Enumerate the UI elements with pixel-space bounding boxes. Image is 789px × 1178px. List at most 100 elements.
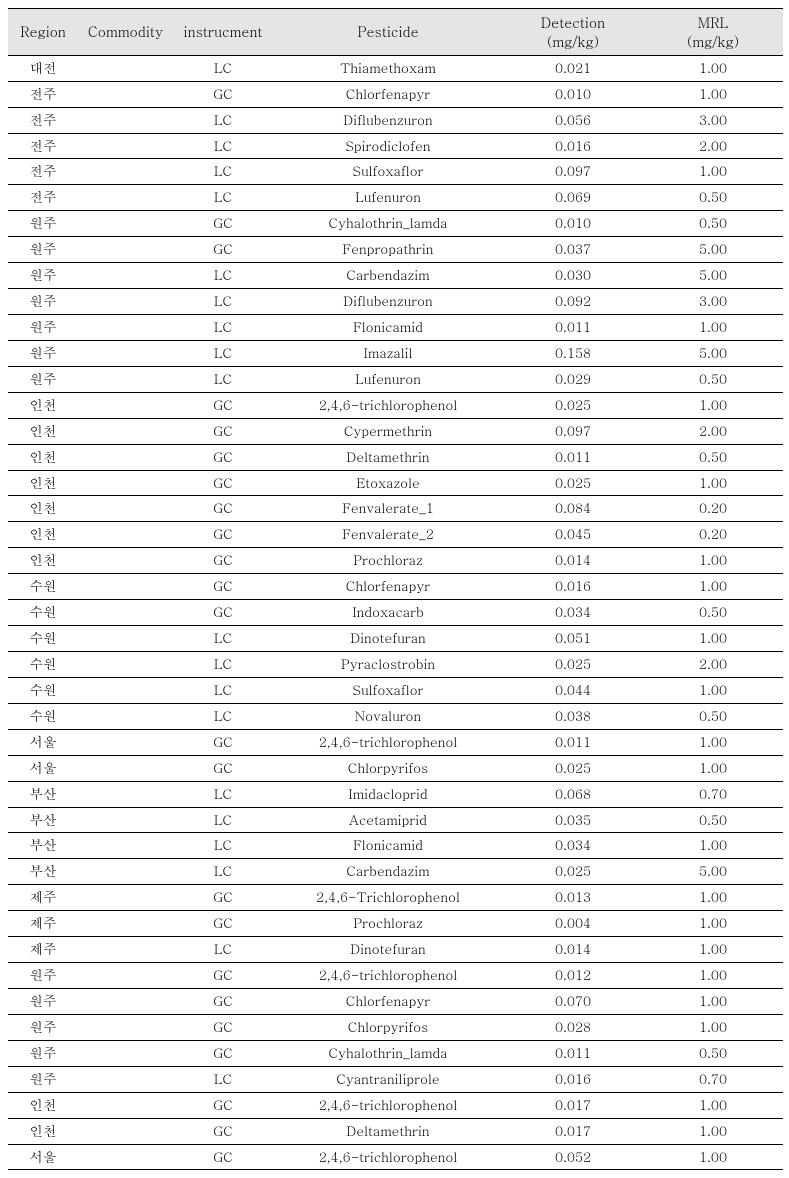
cell-region: 인천 — [8, 548, 78, 574]
cell-instrument: GC — [173, 444, 273, 470]
cell-mrl: 1.00 — [643, 548, 783, 574]
col-header-instrument: instrucment — [173, 9, 273, 56]
cell-detection: 0.034 — [503, 600, 643, 626]
cell-mrl: 2.00 — [643, 133, 783, 159]
table-row: 인천GCFenvalerate_10.0840.20 — [8, 496, 783, 522]
table-row: 제주GC2,4,6-Trichlorophenol0.0131.00 — [8, 885, 783, 911]
cell-commodity — [78, 107, 173, 133]
cell-region: 인천 — [8, 496, 78, 522]
table-row: 수원LCNovaluron0.0380.50 — [8, 703, 783, 729]
table-row: 전주LCSpirodiclofen0.0162.00 — [8, 133, 783, 159]
cell-region: 부산 — [8, 781, 78, 807]
cell-pesticide: 2,4,6-trichlorophenol — [273, 729, 503, 755]
cell-region: 인천 — [8, 1092, 78, 1118]
cell-commodity — [78, 988, 173, 1014]
cell-pesticide: Indoxacarb — [273, 600, 503, 626]
cell-detection: 0.011 — [503, 1040, 643, 1066]
table-row: 인천GC2,4,6-trichlorophenol0.0251.00 — [8, 392, 783, 418]
table-row: 전주LCSulfoxaflor0.0971.00 — [8, 159, 783, 185]
cell-commodity — [78, 159, 173, 185]
cell-pesticide: Dinotefuran — [273, 626, 503, 652]
cell-pesticide: Lufenuron — [273, 366, 503, 392]
cell-pesticide: 2,4,6-trichlorophenol — [273, 392, 503, 418]
cell-commodity — [78, 470, 173, 496]
table-row: 원주GCFenpropathrin0.0375.00 — [8, 237, 783, 263]
cell-instrument: GC — [173, 729, 273, 755]
cell-region: 수원 — [8, 677, 78, 703]
cell-mrl: 0.50 — [643, 1040, 783, 1066]
cell-region: 제주 — [8, 911, 78, 937]
cell-commodity — [78, 911, 173, 937]
col-header-pesticide: Pesticide — [273, 9, 503, 56]
cell-mrl: 3.00 — [643, 107, 783, 133]
cell-commodity — [78, 444, 173, 470]
cell-commodity — [78, 55, 173, 81]
table-row: 인천GCFenvalerate_20.0450.20 — [8, 522, 783, 548]
cell-region: 원주 — [8, 963, 78, 989]
cell-commodity — [78, 81, 173, 107]
cell-commodity — [78, 651, 173, 677]
cell-commodity — [78, 703, 173, 729]
cell-instrument: LC — [173, 1066, 273, 1092]
cell-region: 수원 — [8, 574, 78, 600]
cell-region: 원주 — [8, 263, 78, 289]
table-row: 인천GC2,4,6-trichlorophenol0.0171.00 — [8, 1092, 783, 1118]
cell-pesticide: Chlorpyrifos — [273, 1014, 503, 1040]
cell-region: 원주 — [8, 237, 78, 263]
cell-detection: 0.011 — [503, 315, 643, 341]
cell-commodity — [78, 1092, 173, 1118]
cell-mrl: 1.00 — [643, 833, 783, 859]
cell-pesticide: Chlorpyrifos — [273, 755, 503, 781]
cell-pesticide: Diflubenzuron — [273, 289, 503, 315]
cell-mrl: 1.00 — [643, 885, 783, 911]
cell-mrl: 3.00 — [643, 289, 783, 315]
cell-mrl: 1.00 — [643, 574, 783, 600]
table-row: 원주GCChlorpyrifos0.0281.00 — [8, 1014, 783, 1040]
cell-pesticide: Carbendazim — [273, 263, 503, 289]
cell-detection: 0.158 — [503, 340, 643, 366]
cell-commodity — [78, 1014, 173, 1040]
cell-mrl: 0.50 — [643, 703, 783, 729]
cell-commodity — [78, 366, 173, 392]
cell-commodity — [78, 963, 173, 989]
cell-mrl: 5.00 — [643, 263, 783, 289]
cell-mrl: 0.20 — [643, 522, 783, 548]
cell-region: 부산 — [8, 859, 78, 885]
cell-commodity — [78, 626, 173, 652]
cell-pesticide: Imidacloprid — [273, 781, 503, 807]
table-row: 원주GC2,4,6-trichlorophenol0.0121.00 — [8, 963, 783, 989]
cell-region: 원주 — [8, 315, 78, 341]
col-header-commodity: Commodity — [78, 9, 173, 56]
cell-detection: 0.045 — [503, 522, 643, 548]
cell-mrl: 1.00 — [643, 1014, 783, 1040]
cell-commodity — [78, 807, 173, 833]
cell-commodity — [78, 781, 173, 807]
cell-detection: 0.014 — [503, 548, 643, 574]
cell-mrl: 1.00 — [643, 159, 783, 185]
cell-commodity — [78, 859, 173, 885]
col-header-detection: Detection (mg/kg) — [503, 9, 643, 56]
cell-detection: 0.038 — [503, 703, 643, 729]
cell-pesticide: Acetamiprid — [273, 807, 503, 833]
cell-commodity — [78, 1144, 173, 1170]
cell-mrl: 1.00 — [643, 755, 783, 781]
cell-pesticide: Prochloraz — [273, 911, 503, 937]
table-row: 인천GCEtoxazole0.0251.00 — [8, 470, 783, 496]
cell-pesticide: 2,4,6-Trichlorophenol — [273, 885, 503, 911]
table-row: 수원GCIndoxacarb0.0340.50 — [8, 600, 783, 626]
cell-instrument: LC — [173, 289, 273, 315]
table-row: 서울GC2,4,6-trichlorophenol0.0521.00 — [8, 1144, 783, 1170]
cell-region: 수원 — [8, 600, 78, 626]
table-row: 원주GCCyhalothrin_lamda0.0100.50 — [8, 211, 783, 237]
cell-instrument: GC — [173, 522, 273, 548]
cell-region: 원주 — [8, 211, 78, 237]
cell-commodity — [78, 833, 173, 859]
cell-pesticide: Flonicamid — [273, 833, 503, 859]
cell-commodity — [78, 133, 173, 159]
cell-detection: 0.014 — [503, 937, 643, 963]
cell-mrl: 0.50 — [643, 185, 783, 211]
cell-region: 수원 — [8, 703, 78, 729]
cell-instrument: GC — [173, 755, 273, 781]
cell-pesticide: Etoxazole — [273, 470, 503, 496]
cell-commodity — [78, 1118, 173, 1144]
